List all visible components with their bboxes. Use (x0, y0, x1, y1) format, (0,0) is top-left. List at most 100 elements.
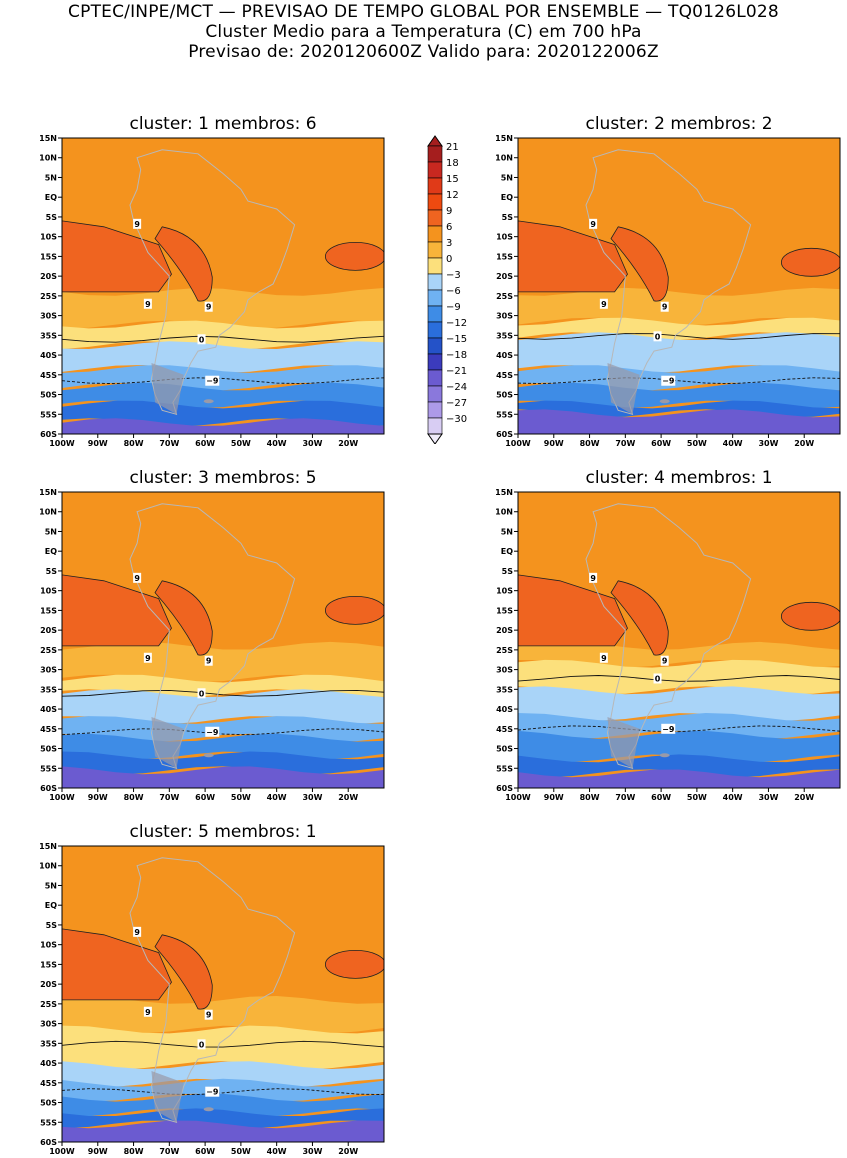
contour-label: −9 (206, 377, 219, 386)
contour-label: 9 (145, 654, 151, 663)
lon-tick-label: 100W (49, 1147, 75, 1156)
contour-label: 9 (662, 303, 668, 312)
lat-tick-label: 35S (496, 331, 513, 340)
colorbar-swatch (427, 273, 443, 291)
lat-tick-label: 5N (501, 173, 513, 182)
lon-tick-label: 80W (124, 439, 144, 448)
lat-tick-label: 60S (496, 430, 513, 439)
contour-label: −9 (662, 377, 675, 386)
lon-tick-label: 20W (338, 439, 358, 448)
colorbar-swatch (427, 257, 443, 275)
lon-tick-label: 80W (124, 1147, 144, 1156)
lat-tick-label: 40S (40, 351, 57, 360)
panel-5-title: cluster: 5 membros: 1 (129, 822, 317, 842)
lat-tick-label: 25S (496, 646, 513, 655)
lon-tick-label: 40W (723, 793, 743, 802)
contour-label: 9 (134, 574, 140, 583)
lon-tick-label: 80W (580, 793, 600, 802)
panel-3-title: cluster: 3 membros: 5 (129, 468, 317, 488)
contour-label: −9 (662, 725, 675, 734)
lon-tick-label: 20W (338, 1147, 358, 1156)
contour-label: 0 (199, 689, 205, 698)
colorbar: 21 18 15 12 9 6 3 0 −3 −6 −9 −12 −15 −18 −21 −24 −27 −30 (424, 134, 484, 448)
lon-tick-label: 50W (231, 439, 251, 448)
lat-tick-label: 60S (496, 784, 513, 793)
lat-tick-label: 45S (496, 725, 513, 734)
lat-tick-label: 30S (496, 666, 513, 675)
lat-tick-label: 10S (496, 587, 513, 596)
lat-tick-label: 40S (496, 351, 513, 360)
header-dates: Previsao de: 2020120600Z Valido para: 20… (188, 42, 659, 62)
lat-tick-label: 60S (40, 1138, 57, 1147)
contour-label: 9 (590, 220, 596, 229)
colorbar-label: 9 (446, 206, 452, 217)
lon-tick-label: 30W (758, 439, 778, 448)
colorbar-label: −30 (446, 414, 467, 425)
lon-tick-label: 90W (88, 1147, 108, 1156)
contour-label: 9 (206, 1011, 212, 1020)
panel-1-title: cluster: 1 membros: 6 (129, 114, 317, 134)
lat-tick-label: 15S (40, 606, 57, 615)
lat-tick-label: 20S (496, 626, 513, 635)
colorbar-label: −27 (446, 398, 467, 409)
lon-tick-label: 100W (505, 793, 531, 802)
lon-tick-label: 50W (687, 793, 707, 802)
lat-tick-label: 25S (40, 646, 57, 655)
colorbar-swatch (427, 369, 443, 387)
colorbar-label: −9 (446, 302, 461, 313)
lat-tick-label: 5S (46, 213, 58, 222)
map-panel-cluster-4: 9 9 9 0 −9 15N 10N 5N EQ 5S 10S 15S 20S 25S 30S 35S 40S 4… (456, 486, 847, 804)
lon-tick-label: 90W (88, 793, 108, 802)
lat-tick-label: 20S (40, 980, 57, 989)
lat-tick-label: 25S (40, 1000, 57, 1009)
lat-tick-label: 35S (40, 331, 57, 340)
panel-2-title: cluster: 2 membros: 2 (585, 114, 773, 134)
lon-tick-label: 20W (338, 793, 358, 802)
lon-tick-label: 40W (267, 439, 287, 448)
colorbar-swatch (427, 289, 443, 307)
lat-tick-label: 20S (40, 272, 57, 281)
contour-label: 9 (145, 1008, 151, 1017)
contour-label: 0 (199, 335, 205, 344)
lat-tick-label: 25S (496, 292, 513, 301)
lat-tick-label: 35S (40, 685, 57, 694)
lat-tick-label: 30S (496, 312, 513, 321)
colorbar-swatch (427, 161, 443, 179)
lat-tick-label: 45S (40, 371, 57, 380)
lat-tick-label: 10N (39, 508, 57, 517)
lon-tick-label: 40W (267, 1147, 287, 1156)
lat-tick-label: 10S (40, 233, 57, 242)
lat-tick-label: 50S (40, 391, 57, 400)
lon-tick-label: 60W (651, 793, 671, 802)
contour-label: 9 (134, 220, 140, 229)
colorbar-swatch (427, 353, 443, 371)
contour-label: 0 (655, 332, 661, 341)
lat-tick-label: 50S (40, 1099, 57, 1108)
map-panel-cluster-2: 9 9 9 0 −9 15N 10N 5N EQ 5S 10S 15S 20S 25S 30S 35S 40S 4… (456, 132, 847, 450)
colorbar-swatch (427, 337, 443, 355)
lat-tick-label: 15S (496, 606, 513, 615)
lat-tick-label: 45S (496, 371, 513, 380)
lat-tick-label: 5S (46, 921, 58, 930)
contour-label: 0 (199, 1040, 205, 1049)
lat-tick-label: 35S (496, 685, 513, 694)
lat-tick-label: EQ (501, 193, 513, 202)
lat-tick-label: EQ (501, 547, 513, 556)
colorbar-label: −6 (446, 286, 461, 297)
map-panel-cluster-5: 9 9 9 0 −9 15N 10N 5N EQ 5S 10S 15S 20S 25S 30S 35S 40S 4… (0, 840, 400, 1158)
lat-tick-label: 40S (40, 1059, 57, 1068)
lat-tick-label: 15S (496, 252, 513, 261)
lon-tick-label: 60W (195, 793, 215, 802)
lat-tick-label: 5N (45, 173, 57, 182)
colorbar-swatch (427, 385, 443, 403)
contour-label: 9 (601, 300, 607, 309)
lat-tick-label: 5S (502, 567, 514, 576)
colorbar-swatch (427, 305, 443, 323)
colorbar-label: 6 (446, 222, 452, 233)
lon-tick-label: 40W (723, 439, 743, 448)
colorbar-swatch (427, 177, 443, 195)
colorbar-label: 15 (446, 174, 459, 185)
lat-tick-label: 30S (40, 312, 57, 321)
lat-tick-label: 50S (496, 745, 513, 754)
colorbar-swatch (427, 401, 443, 419)
